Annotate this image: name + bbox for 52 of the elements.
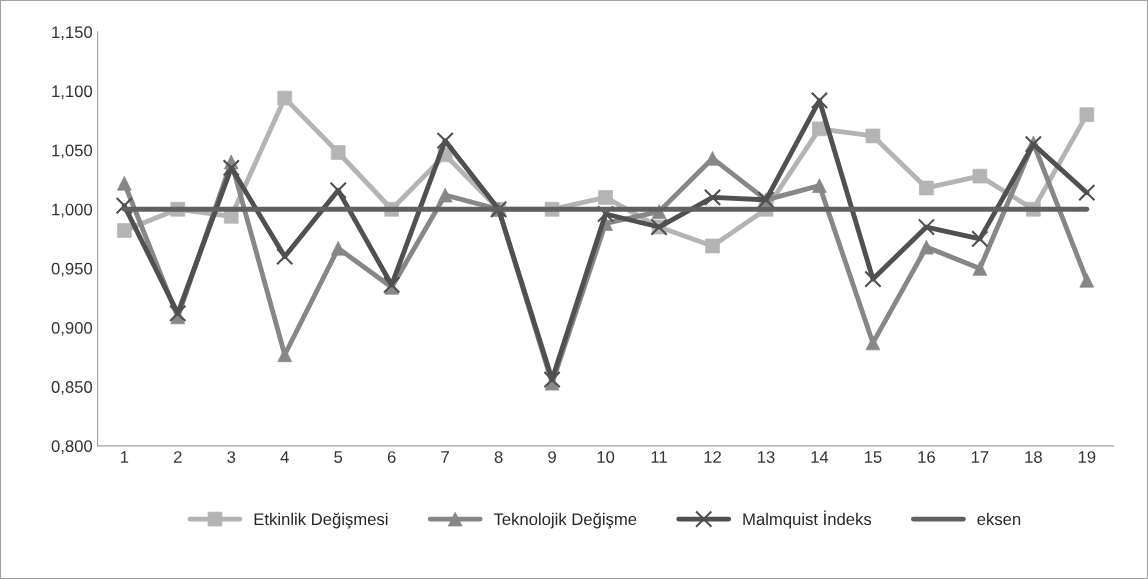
point (864, 270, 882, 288)
point (972, 168, 988, 184)
point (222, 159, 240, 177)
x-tick-label: 19 (1078, 451, 1096, 463)
x-tick-label: 13 (757, 451, 775, 463)
legend-label: eksen (977, 512, 1021, 526)
x-tick-label: 7 (441, 451, 449, 463)
point (917, 218, 936, 236)
point (169, 304, 187, 323)
y-tick-label: 0,950 (51, 262, 93, 277)
legend-label: Etkinlik Değişmesi (254, 512, 388, 529)
legend-label: Malmquist İndeks (743, 510, 872, 529)
point (329, 181, 347, 200)
x-tick-label: 18 (1025, 451, 1042, 463)
x-tick-label: 17 (971, 451, 989, 463)
point (810, 91, 829, 110)
x-tick-label: 6 (387, 451, 396, 463)
point (1079, 107, 1095, 122)
point (277, 90, 293, 106)
y-tick-label: 1,050 (52, 144, 93, 159)
x-tick-label: 3 (227, 451, 236, 463)
point (596, 205, 615, 223)
x-tick-label: 5 (334, 451, 343, 463)
y-tick-label: 1,100 (52, 85, 93, 100)
y-tick-label: 0,800 (51, 440, 93, 454)
x-tick-label: 9 (548, 451, 556, 463)
point (865, 128, 881, 144)
point (543, 370, 561, 389)
x-tick-label: 1 (120, 451, 129, 463)
x-tick-label: 8 (494, 451, 503, 463)
point (115, 197, 133, 215)
point (1078, 184, 1096, 202)
x-tick-label: 2 (173, 451, 182, 463)
y-tick-label: 1,150 (52, 26, 93, 41)
y-tick-label: 1,000 (52, 203, 93, 218)
point (598, 190, 613, 205)
x-tick-label: 16 (918, 451, 935, 463)
point (276, 247, 294, 266)
x-tick-label: 4 (280, 451, 289, 463)
point (436, 131, 454, 150)
x-tick-label: 14 (811, 451, 829, 463)
x-tick-label: 15 (864, 451, 882, 463)
point (971, 230, 989, 248)
x-tick-label: 10 (597, 451, 615, 463)
legend-label: Teknolojik Değişme (493, 512, 637, 529)
point (703, 188, 722, 207)
point (117, 223, 132, 238)
y-tick-label: 0,850 (51, 381, 93, 395)
x-tick-label: 11 (651, 451, 667, 463)
x-tick-label: 12 (704, 451, 721, 463)
point (383, 276, 401, 294)
y-tick-label: 0,900 (51, 321, 93, 336)
